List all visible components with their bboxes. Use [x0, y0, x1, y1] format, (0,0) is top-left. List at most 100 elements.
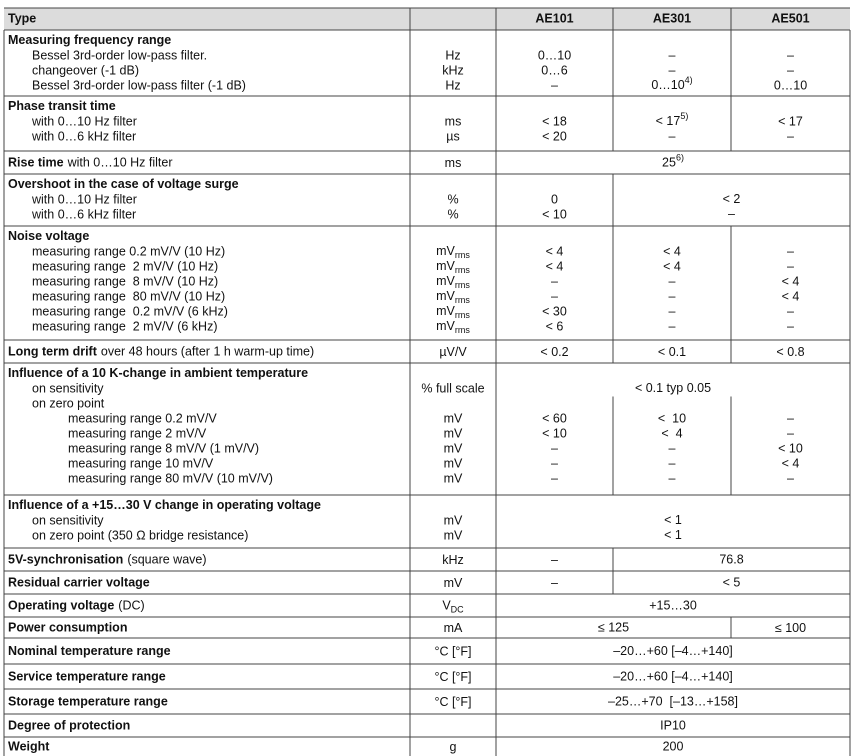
title: Influence of a 10 K-change in ambient te…	[8, 366, 308, 380]
cell-text: < 4	[546, 259, 564, 273]
value: +15…30	[649, 599, 697, 613]
cell-text: –	[787, 244, 794, 258]
cell-text: < 175)	[656, 111, 689, 128]
value: 0…10	[651, 78, 684, 92]
value: IP10	[660, 719, 686, 733]
title: Influence of a +15…30 V change in operat…	[8, 498, 321, 512]
title: Rise time	[8, 156, 64, 170]
cell-text: –	[551, 274, 558, 288]
cell-text: ms	[445, 156, 462, 170]
title: Phase transit time	[8, 99, 116, 113]
cell-text: < 4	[663, 244, 681, 258]
row-label: measuring range 8 mV/V (10 Hz)	[32, 274, 218, 288]
unit-sub: rms	[455, 265, 470, 275]
cell-text: < 18	[542, 114, 567, 128]
title: Service temperature range	[8, 670, 166, 684]
unit-sub: rms	[455, 295, 470, 305]
cell-text: IP10	[660, 719, 686, 733]
cell-text: mV	[444, 456, 463, 470]
unit-base: mV	[436, 289, 455, 303]
value: 25	[662, 156, 676, 170]
row-label: measuring range 80 mV/V (10 Hz)	[32, 289, 225, 303]
cell-text: kHz	[442, 553, 464, 567]
cell-text: mA	[444, 621, 463, 635]
title: Overshoot in the case of voltage surge	[8, 177, 239, 191]
cell-text: < 17	[778, 114, 803, 128]
cell-text: –	[551, 471, 558, 485]
cell-text: +15…30	[649, 599, 697, 613]
row-label: with 0…10 Hz filter	[31, 114, 137, 128]
cell-text: < 4	[782, 456, 800, 470]
title: Operating voltage	[8, 599, 114, 613]
cell-text: –	[669, 48, 676, 62]
header-model: AE301	[653, 11, 691, 25]
value: –20…+60 [–4…+140]	[613, 670, 733, 684]
cell-text: < 1	[664, 513, 682, 527]
section-title: Overshoot in the case of voltage surge	[8, 177, 239, 191]
title: Weight	[8, 740, 50, 754]
cell-text: mV	[444, 441, 463, 455]
value: –20…+60 [–4…+140]	[613, 644, 733, 658]
cell-text: kHz	[442, 63, 464, 77]
note: over 48 hours (after 1 h warm-up time)	[101, 345, 314, 359]
cell-text: < 1	[664, 528, 682, 542]
cell-text: 0…10	[538, 48, 571, 62]
cell-text: mV	[444, 528, 463, 542]
row-label: on sensitivity	[32, 381, 104, 395]
cell-text: 0…6	[541, 63, 567, 77]
cell-text: –	[669, 129, 676, 143]
cell-text: mVrms	[436, 259, 470, 275]
row-label: measuring range 2 mV/V (10 Hz)	[32, 259, 218, 273]
unit-sub: DC	[451, 605, 464, 615]
cell-text: 200	[663, 740, 684, 754]
cell-text: < 4	[782, 289, 800, 303]
row-label: measuring range 0.2 mV/V (6 kHz)	[32, 304, 228, 318]
cell-text: < 10	[658, 411, 686, 425]
cell-text: –	[787, 411, 794, 425]
cell-text: 76.8	[719, 553, 743, 567]
row-label: measuring range 2 mV/V	[68, 426, 207, 440]
section-title: Weight	[8, 740, 50, 754]
cell-text: –	[669, 289, 676, 303]
row-label: Bessel 3rd-order low-pass filter (-1 dB)	[32, 78, 246, 92]
row-label: on zero point	[32, 396, 105, 410]
row-label: on zero point (350 Ω bridge resistance)	[32, 528, 248, 542]
title: Nominal temperature range	[8, 644, 171, 658]
header-bg	[4, 8, 850, 30]
row-label: measuring range 80 mV/V (10 mV/V)	[68, 471, 273, 485]
unit-sub: rms	[455, 325, 470, 335]
header-model: AE501	[771, 11, 809, 25]
cell-text: < 4	[663, 259, 681, 273]
cell-text: 0…10	[774, 78, 807, 92]
title: Storage temperature range	[8, 695, 168, 709]
unit-base: V	[442, 599, 451, 613]
cell-text: ms	[445, 114, 462, 128]
unit-base: mV	[436, 274, 455, 288]
note: (DC)	[118, 599, 144, 613]
cell-text: mVrms	[436, 289, 470, 305]
section-title: Degree of protection	[8, 719, 130, 733]
section-title: Influence of a 10 K-change in ambient te…	[8, 366, 308, 380]
cell-text: –	[551, 576, 558, 590]
cell-text: –	[787, 471, 794, 485]
section-title: Power consumption	[8, 621, 127, 635]
unit-sub: rms	[455, 310, 470, 320]
cell-text: mV	[444, 426, 463, 440]
cell-text: –	[787, 48, 794, 62]
cell-text: –	[669, 319, 676, 333]
cell-text: –	[669, 274, 676, 288]
cell-text: –	[551, 289, 558, 303]
value: 76.8	[719, 553, 743, 567]
cell-text: –	[787, 319, 794, 333]
cell-text: g	[450, 740, 457, 754]
cell-text: < 6	[546, 319, 564, 333]
row-label: with 0…6 kHz filter	[31, 207, 136, 221]
cell-text: Hz	[445, 78, 460, 92]
cell-text: –	[551, 553, 558, 567]
section-title: Operating voltage (DC)	[8, 599, 145, 613]
section-title: Rise time with 0…10 Hz filter	[8, 156, 173, 170]
cell-text: –	[787, 129, 794, 143]
value: < 1	[664, 513, 682, 527]
cell-text: Hz	[445, 48, 460, 62]
